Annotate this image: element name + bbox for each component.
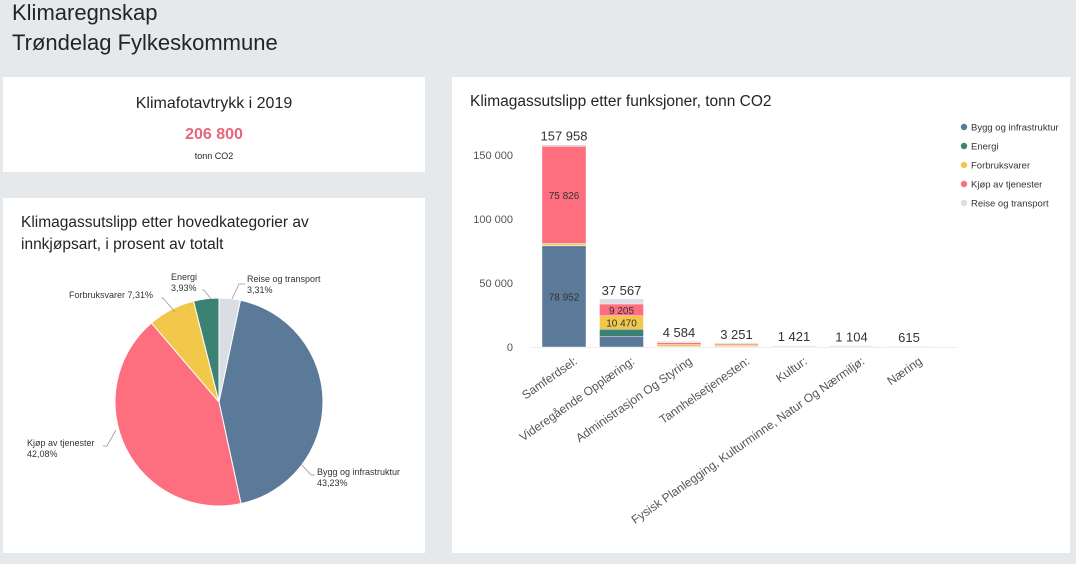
bar-data-label: 9 205 — [609, 306, 634, 317]
bar-chart-title: Klimagassutslipp etter funksjoner, tonn … — [470, 93, 772, 110]
kpi-value: 206 800 — [185, 126, 243, 143]
bar-segment-reise-og-transport[interactable] — [599, 298, 644, 305]
bar-segment-reise-og-transport[interactable] — [771, 344, 817, 346]
bar-total-label: 615 — [898, 330, 920, 345]
legend-label-energi[interactable]: Energi — [971, 142, 998, 153]
bar-segment-kjop-av-tjenester[interactable] — [656, 342, 702, 345]
bar-data-label: 10 470 — [606, 319, 637, 330]
bar-segment-reise-og-transport[interactable] — [656, 340, 702, 343]
bar-total-label: 3 251 — [720, 327, 753, 342]
bar-segment-bygg-og-infrastruktur[interactable] — [541, 245, 587, 348]
legend-label-kjop-av-tjenester[interactable]: Kjøp av tjenester — [971, 180, 1042, 191]
kpi-unit: tonn CO2 — [194, 151, 234, 161]
pie-leader-line-reise-og-transport — [231, 283, 245, 300]
pie-chart-title: Klimagassutslipp etter hovedkategorier a… — [21, 214, 309, 253]
bar-segment-reise-og-transport[interactable] — [541, 144, 587, 147]
pie-slice-kjop-av-tjenester[interactable] — [114, 322, 242, 507]
legend-label-bygg-og-infrastruktur[interactable]: Bygg og infrastruktur — [971, 123, 1059, 134]
bar-total-label: 1 421 — [778, 329, 811, 344]
bar-segment-energi[interactable] — [599, 328, 644, 337]
kpi-card: Klimafotavtrykk i 2019 206 800 tonn CO2 — [3, 77, 425, 172]
bar-segment-reise-og-transport[interactable] — [714, 342, 759, 345]
pie-leader-line-kjop-av-tjenester — [103, 429, 117, 447]
legend-marker-bygg-og-infrastruktur[interactable] — [960, 123, 968, 131]
bar-data-label: 75 826 — [549, 191, 580, 202]
pie-label-bygg-og-infrastruktur: Bygg og infrastruktur — [317, 467, 400, 477]
bar-chart-card: Klimagassutslipp etter funksjoner, tonn … — [452, 77, 1070, 553]
legend-marker-forbruksvarer[interactable] — [960, 161, 968, 169]
bar-total-label: 1 104 — [835, 330, 868, 345]
pie-label-forbruksvarer: Forbruksvarer 7,31% — [69, 290, 153, 300]
bar-total-label: 37 567 — [602, 283, 642, 298]
bar-chart: 0 50 000 100 000 150 000 78 952 75 826 157 958… — [473, 123, 1059, 527]
pie-leader-line-energi — [202, 289, 212, 300]
bar-segment-reise-og-transport[interactable] — [829, 345, 874, 347]
pie-slice-energi[interactable] — [192, 297, 220, 403]
bar-segment-forbruksvarer[interactable] — [656, 344, 702, 347]
pie-leader-line-bygg-og-infrastruktur — [300, 463, 315, 476]
legend-label-reise-og-transport[interactable]: Reise og transport — [971, 199, 1049, 210]
y-tick-label: 100 000 — [473, 214, 513, 226]
pie-leader-line-forbruksvarer — [161, 297, 176, 313]
pie-label-reise-og-transport: Reise og transport — [247, 274, 321, 284]
bar-segment-kjop-av-tjenester[interactable] — [541, 146, 587, 244]
dashboard-subtitle: Trøndelag Fylkeskommune — [12, 30, 278, 55]
bar-segment-reise-og-transport[interactable] — [886, 345, 932, 347]
pie-percent-kjop-av-tjenester: 42,08% — [27, 449, 58, 459]
bar-segment-forbruksvarer[interactable] — [714, 345, 759, 347]
pie-label-kjop-av-tjenester: Kjøp av tjenester — [27, 438, 95, 448]
pie-percent-bygg-og-infrastruktur: 43,23% — [317, 478, 348, 488]
bar-segment-forbruksvarer[interactable] — [541, 243, 587, 246]
pie-percent-energi: 3,93% — [171, 283, 197, 293]
y-tick-label: 0 — [507, 342, 513, 354]
pie-slice-bygg-og-infrastruktur[interactable] — [218, 299, 324, 505]
pie-chart-card: Klimagassutslipp etter hovedkategorier a… — [3, 198, 425, 553]
pie-label-energi: Energi — [171, 272, 197, 282]
dashboard-title: Klimaregnskap — [12, 0, 158, 25]
bar-segment-bygg-og-infrastruktur[interactable] — [599, 336, 644, 348]
y-tick-label: 50 000 — [479, 278, 513, 290]
y-tick-label: 150 000 — [473, 150, 513, 162]
x-category-label: Næring — [884, 354, 924, 388]
legend-marker-kjop-av-tjenester[interactable] — [960, 180, 968, 188]
legend-marker-reise-og-transport[interactable] — [960, 199, 968, 207]
bar-total-label: 157 958 — [541, 129, 588, 144]
kpi-title: Klimafotavtrykk i 2019 — [135, 95, 293, 112]
bar-total-label: 4 584 — [663, 325, 696, 340]
x-category-label: Kultur: — [773, 354, 809, 385]
legend-marker-energi[interactable] — [960, 142, 968, 150]
legend-label-forbruksvarer[interactable]: Forbruksvarer — [971, 161, 1030, 172]
bar-data-label: 78 952 — [549, 292, 580, 303]
pie-percent-reise-og-transport: 3,31% — [247, 285, 273, 295]
